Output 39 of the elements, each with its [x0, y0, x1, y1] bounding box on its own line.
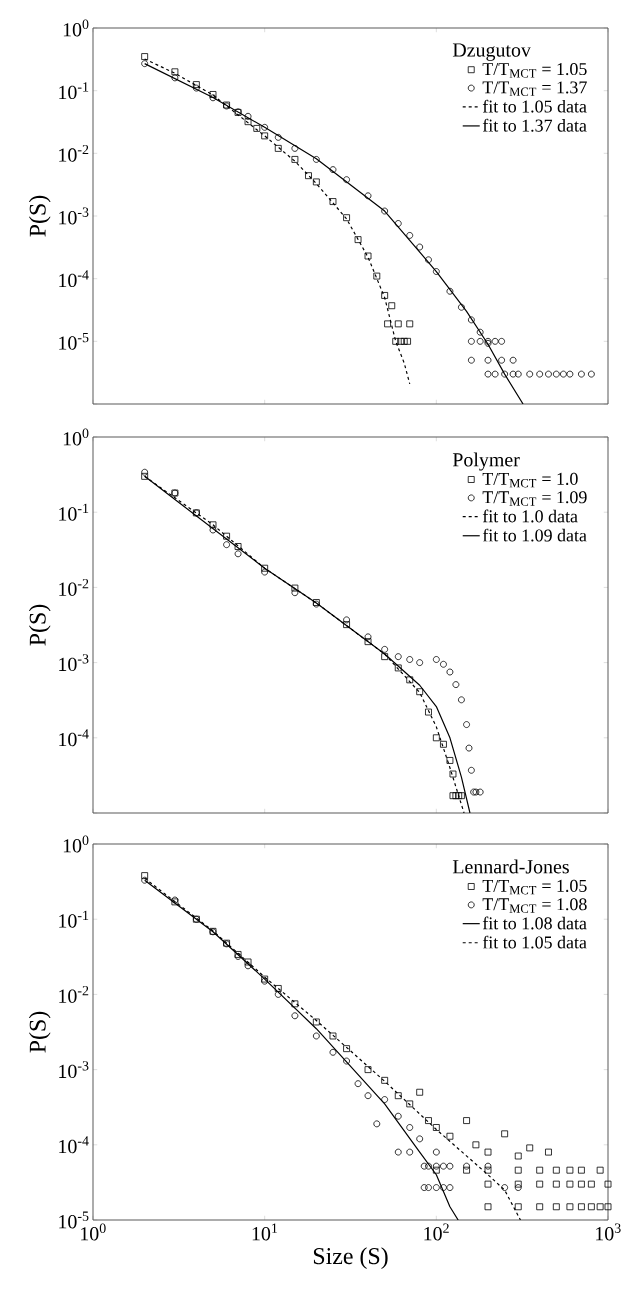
legend-label: T/T$_{MCT}$ = 1.0 [482, 472, 578, 488]
legend-label: fit to 1.09 data [482, 528, 587, 542]
y-tick-label: 10$^{-5}$ [59, 332, 89, 350]
x-tick-label: 10$^{0}$ [81, 1223, 106, 1241]
y-tick-label: 10$^{-3}$ [59, 1061, 89, 1079]
legend-label: T/T$_{MCT}$ = 1.05 [482, 63, 587, 78]
legend-label: fit to 1.08 data [482, 916, 587, 930]
y-tick-label: 10$^{-4}$ [59, 729, 89, 747]
y-axis-title: P(S) [28, 604, 51, 646]
legend-label: fit to 1.37 data [482, 118, 587, 132]
y-tick-label: 10$^{-2}$ [59, 578, 89, 596]
x-tick-label: 10$^{1}$ [252, 1223, 278, 1241]
y-tick-label: 10$^{-3}$ [59, 654, 89, 672]
y-tick-label: 10$^{-2}$ [59, 144, 89, 162]
y-tick-label: 10$^{0}$ [63, 835, 89, 853]
legend-label: fit to 1.0 data [482, 509, 578, 523]
legend-label: T/T$_{MCT}$ = 1.08 [482, 898, 587, 913]
y-tick-label: 10$^{-4}$ [59, 270, 89, 288]
legend-label: fit to 1.05 data [482, 99, 587, 113]
x-tick-label: 10$^{3}$ [596, 1223, 621, 1241]
y-tick-label: 10$^{-1}$ [59, 910, 89, 928]
y-tick-label: 10$^{-2}$ [59, 985, 89, 1003]
legend-label: fit to 1.05 data [482, 935, 587, 949]
x-tick-label: 10$^{2}$ [424, 1223, 449, 1241]
y-tick-label: 10$^{0}$ [63, 428, 89, 446]
y-tick-label: 10$^{0}$ [63, 19, 89, 37]
y-axis-title: P(S) [28, 195, 51, 237]
y-tick-label: 10$^{-1}$ [59, 82, 89, 100]
y-tick-label: 10$^{-3}$ [59, 207, 89, 225]
y-tick-label: 10$^{-1}$ [59, 503, 89, 521]
legend-title: Polymer [452, 452, 520, 471]
x-axis-title: Size (S) [313, 1247, 388, 1270]
legend-title: Dzugutov [452, 43, 531, 61]
legend-label: T/T$_{MCT}$ = 1.05 [482, 879, 587, 895]
y-axis-title: P(S) [28, 1011, 51, 1053]
legend-title: Lennard-Jones [452, 859, 569, 874]
legend-label: T/T$_{MCT}$ = 1.37 [482, 81, 587, 96]
y-tick-label: 10$^{-4}$ [59, 1136, 89, 1154]
legend-label: T/T$_{MCT}$ = 1.09 [482, 491, 587, 506]
